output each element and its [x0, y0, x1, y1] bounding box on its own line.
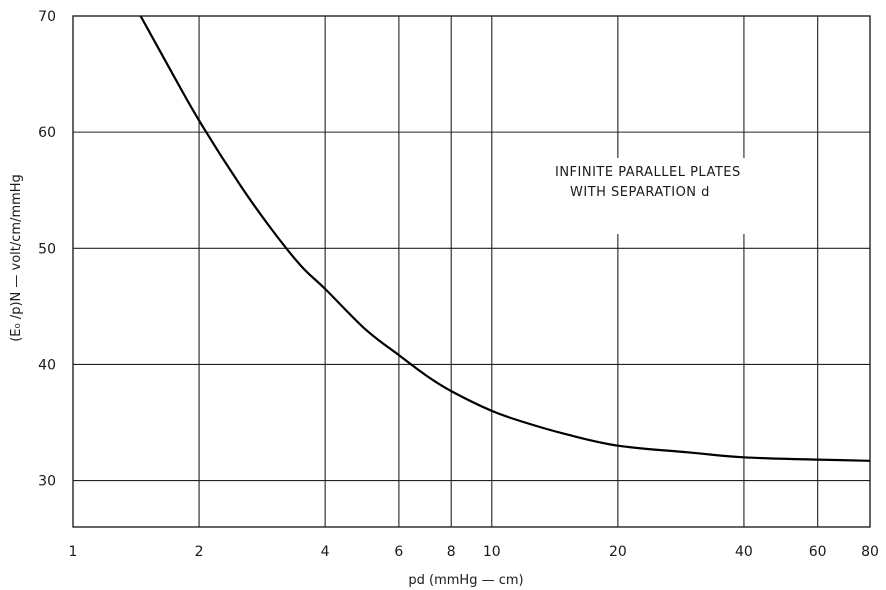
tick-label-layer: 1 2 4 6 8 10 20 40 60 80 30 40 50 60 70 — [38, 9, 879, 560]
x-tick-label: 8 — [447, 544, 456, 560]
y-tick-label: 50 — [38, 241, 56, 257]
x-tick-label: 1 — [69, 544, 78, 560]
x-tick-label: 6 — [394, 544, 403, 560]
series-line — [139, 15, 871, 462]
plot-frame — [72, 15, 871, 528]
x-tick-label: 40 — [735, 544, 753, 560]
grid-layer — [72, 15, 871, 528]
x-axis-title: pd (mmHg — cm) — [408, 573, 523, 588]
x-tick-label: 60 — [809, 544, 827, 560]
x-tick-label: 4 — [321, 544, 330, 560]
annotation-backdrop — [548, 158, 776, 234]
y-axis-title: (E₀ /p)N — volt/cm/mmHg — [9, 174, 24, 342]
x-tick-label: 10 — [483, 544, 501, 560]
annotation-line-2: WITH SEPARATION d — [570, 185, 710, 200]
x-tick-label: 80 — [861, 544, 879, 560]
y-tick-label: 70 — [38, 9, 56, 25]
y-tick-label: 30 — [38, 474, 56, 490]
x-tick-label: 20 — [609, 544, 627, 560]
y-tick-label: 40 — [38, 357, 56, 373]
annotation-line-1: INFINITE PARALLEL PLATES — [555, 165, 741, 180]
y-tick-label: 60 — [38, 125, 56, 141]
x-tick-label: 2 — [195, 544, 204, 560]
curve-layer — [139, 15, 871, 462]
